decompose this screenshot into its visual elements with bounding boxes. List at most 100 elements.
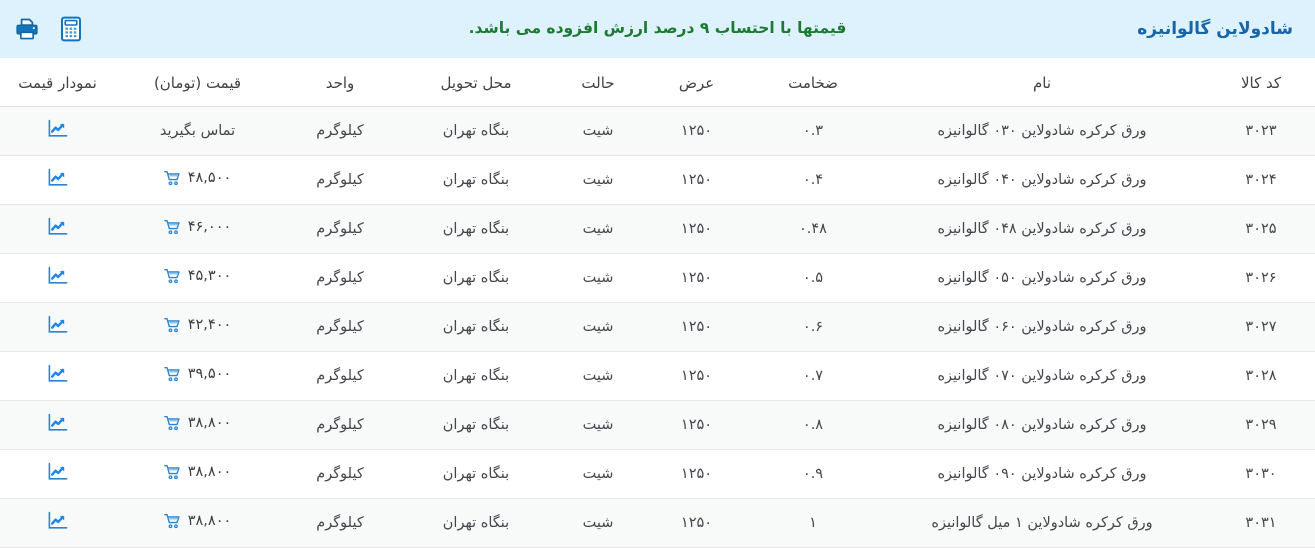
cell-product-name: ورق کرکره شادولاین ۰۹۰ گالوانیزه [877, 449, 1207, 499]
cell-width: ۱۲۵۰ [644, 253, 749, 303]
cell-unit: کیلوگرم [280, 253, 400, 303]
cell-thickness: ۰.۴۸ [749, 204, 877, 254]
calculator-icon[interactable] [54, 12, 88, 46]
cell-product-code: ۳۰۲۹ [1207, 400, 1315, 450]
table-row[interactable]: ۳۰۲۵ ورق کرکره شادولاین ۰۴۸ گالوانیزه ۰.۴۸… [0, 204, 1315, 254]
cell-delivery: بنگاه تهران [400, 155, 552, 205]
column-header-chart[interactable]: نمودار قیمت [0, 58, 115, 107]
cell-width: ۱۲۵۰ [644, 302, 749, 352]
cell-price-chart [0, 498, 115, 548]
add-to-cart-icon[interactable] [163, 415, 181, 431]
column-header-delivery[interactable]: محل تحویل [400, 58, 552, 107]
cell-thickness: ۰.۴ [749, 155, 877, 205]
cell-product-name: ورق کرکره شادولاین ۰۴۸ گالوانیزه [877, 204, 1207, 254]
cell-price: تماس بگیرید [115, 106, 280, 156]
cell-delivery: بنگاه تهران [400, 449, 552, 499]
column-header-width[interactable]: عرض [644, 58, 749, 107]
cell-delivery: بنگاه تهران [400, 106, 552, 156]
cell-delivery: بنگاه تهران [400, 498, 552, 548]
price-chart-icon[interactable] [47, 119, 69, 139]
table-header-row: کد کالا نام ضخامت عرض حالت محل تحویل واح… [0, 58, 1315, 107]
vat-notice: قیمتها با احتساب ۹ درصد ارزش افزوده می ب… [468, 19, 847, 37]
price-group: ۴۶,۰۰۰ [163, 219, 232, 235]
column-header-code[interactable]: کد کالا [1207, 58, 1315, 107]
cell-product-name: ورق کرکره شادولاین ۱ میل گالوانیزه [877, 498, 1207, 548]
cell-price-chart [0, 106, 115, 156]
cell-width: ۱۲۵۰ [644, 449, 749, 499]
column-header-thickness[interactable]: ضخامت [749, 58, 877, 107]
price-chart-icon[interactable] [47, 364, 69, 384]
table-row[interactable]: ۳۰۳۰ ورق کرکره شادولاین ۰۹۰ گالوانیزه ۰.۹ ۱… [0, 449, 1315, 499]
price-chart-icon[interactable] [47, 217, 69, 237]
table-head: کد کالا نام ضخامت عرض حالت محل تحویل واح… [0, 58, 1315, 107]
price-chart-icon[interactable] [47, 266, 69, 286]
cell-product-name: ورق کرکره شادولاین ۰۸۰ گالوانیزه [877, 400, 1207, 450]
table-row[interactable]: ۳۰۲۷ ورق کرکره شادولاین ۰۶۰ گالوانیزه ۰.۶ ۱… [0, 302, 1315, 352]
price-chart-icon[interactable] [47, 511, 69, 531]
add-to-cart-icon[interactable] [163, 513, 181, 529]
price-value: ۳۸,۸۰۰ [187, 464, 232, 480]
column-header-name[interactable]: نام [877, 58, 1207, 107]
cell-thickness: ۰.۳ [749, 106, 877, 156]
cell-width: ۱۲۵۰ [644, 106, 749, 156]
cell-price: ۴۸,۵۰۰ [115, 155, 280, 205]
add-to-cart-icon[interactable] [163, 366, 181, 382]
table-row[interactable]: ۳۰۳۱ ورق کرکره شادولاین ۱ میل گالوانیزه ۱ ۱… [0, 498, 1315, 548]
page-title: شادولاین گالوانیزه [1137, 19, 1293, 39]
price-chart-icon[interactable] [47, 413, 69, 433]
cell-delivery: بنگاه تهران [400, 253, 552, 303]
header-tools [10, 12, 88, 46]
cell-product-code: ۳۰۳۰ [1207, 449, 1315, 499]
column-header-price[interactable]: قیمت (تومان) [115, 58, 280, 107]
table-row[interactable]: ۳۰۲۶ ورق کرکره شادولاین ۰۵۰ گالوانیزه ۰.۵ ۱… [0, 253, 1315, 303]
price-value: ۴۶,۰۰۰ [187, 219, 232, 235]
cell-price: ۳۸,۸۰۰ [115, 449, 280, 499]
print-icon[interactable] [10, 12, 44, 46]
cell-thickness: ۱ [749, 498, 877, 548]
table-row[interactable]: ۳۰۲۴ ورق کرکره شادولاین ۰۴۰ گالوانیزه ۰.۴ ۱… [0, 155, 1315, 205]
cell-thickness: ۰.۶ [749, 302, 877, 352]
table-row[interactable]: ۳۰۲۳ ورق کرکره شادولاین ۰۳۰ گالوانیزه ۰.۳ ۱… [0, 106, 1315, 156]
price-value: ۳۸,۸۰۰ [187, 513, 232, 529]
cell-product-code: ۳۰۲۵ [1207, 204, 1315, 254]
price-table: کد کالا نام ضخامت عرض حالت محل تحویل واح… [0, 58, 1315, 548]
column-header-unit[interactable]: واحد [280, 58, 400, 107]
cell-unit: کیلوگرم [280, 204, 400, 254]
cell-state: شیت [552, 106, 644, 156]
cell-price-chart [0, 253, 115, 303]
cell-price: ۳۸,۸۰۰ [115, 498, 280, 548]
cell-product-code: ۳۰۲۸ [1207, 351, 1315, 401]
cell-thickness: ۰.۹ [749, 449, 877, 499]
cell-price: ۳۸,۸۰۰ [115, 400, 280, 450]
price-chart-icon[interactable] [47, 168, 69, 188]
cell-price: ۴۶,۰۰۰ [115, 204, 280, 254]
cell-price: ۴۵,۳۰۰ [115, 253, 280, 303]
price-group: ۳۹,۵۰۰ [163, 366, 232, 382]
price-chart-icon[interactable] [47, 315, 69, 335]
add-to-cart-icon[interactable] [163, 219, 181, 235]
add-to-cart-icon[interactable] [163, 170, 181, 186]
cell-price: ۴۲,۴۰۰ [115, 302, 280, 352]
cell-product-code: ۳۰۲۳ [1207, 106, 1315, 156]
table-row[interactable]: ۳۰۲۸ ورق کرکره شادولاین ۰۷۰ گالوانیزه ۰.۷ ۱… [0, 351, 1315, 401]
cell-unit: کیلوگرم [280, 449, 400, 499]
table-row[interactable]: ۳۰۲۹ ورق کرکره شادولاین ۰۸۰ گالوانیزه ۰.۸ ۱… [0, 400, 1315, 450]
add-to-cart-icon[interactable] [163, 464, 181, 480]
cell-state: شیت [552, 155, 644, 205]
price-value: ۳۹,۵۰۰ [187, 366, 232, 382]
cell-unit: کیلوگرم [280, 106, 400, 156]
add-to-cart-icon[interactable] [163, 268, 181, 284]
cell-price-chart [0, 449, 115, 499]
cell-product-name: ورق کرکره شادولاین ۰۳۰ گالوانیزه [877, 106, 1207, 156]
cell-state: شیت [552, 204, 644, 254]
add-to-cart-icon[interactable] [163, 317, 181, 333]
price-value: ۳۸,۸۰۰ [187, 415, 232, 431]
price-chart-icon[interactable] [47, 462, 69, 482]
cell-price-chart [0, 204, 115, 254]
price-group: ۳۸,۸۰۰ [163, 415, 232, 431]
price-group: تماس بگیرید [160, 123, 235, 139]
cell-unit: کیلوگرم [280, 400, 400, 450]
column-header-state[interactable]: حالت [552, 58, 644, 107]
page-header-bar: قیمتها با احتساب ۹ درصد ارزش افزوده می ب… [0, 0, 1315, 58]
price-group: ۴۲,۴۰۰ [163, 317, 232, 333]
